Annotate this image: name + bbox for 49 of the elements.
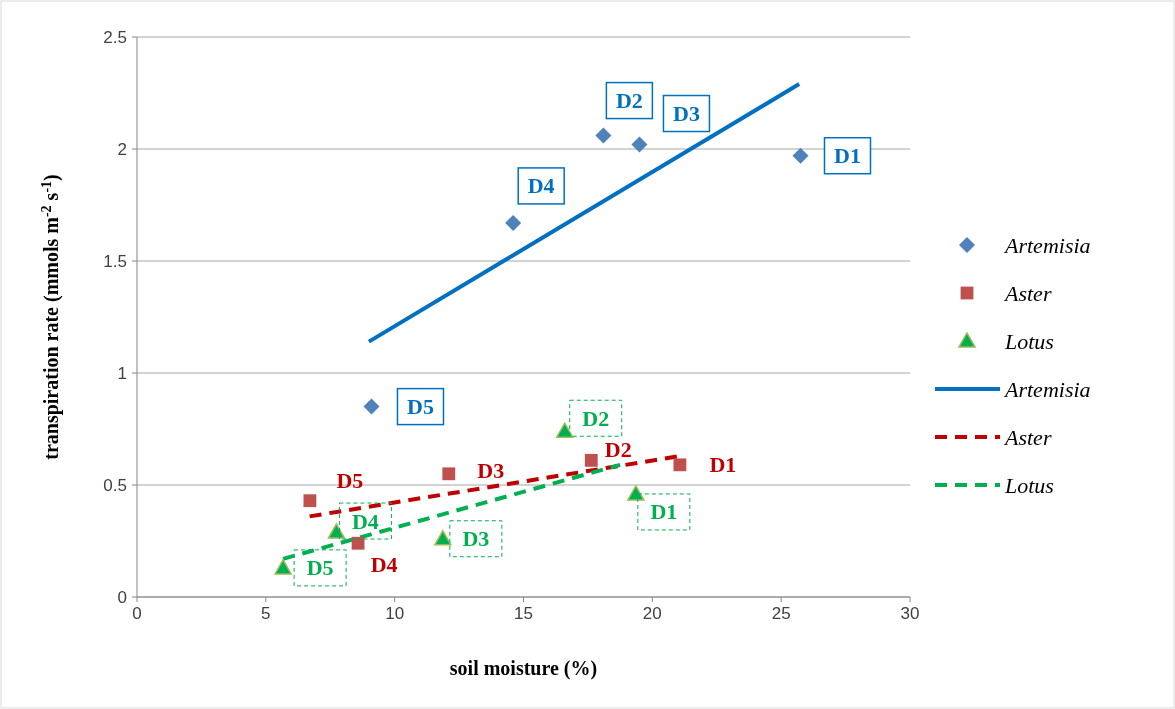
y-tick-label: 2 xyxy=(117,139,127,159)
legend-label: Artemisia xyxy=(1003,376,1091,402)
point xyxy=(584,453,598,467)
legend-label: Aster xyxy=(1003,424,1052,450)
data-label: D4 xyxy=(351,508,379,534)
point xyxy=(792,147,809,164)
data-label: D3 xyxy=(477,458,505,484)
data-label: D3 xyxy=(673,101,700,127)
x-axis-title: soil moisture (%) xyxy=(449,657,598,680)
point xyxy=(627,485,645,501)
x-tick-label: 20 xyxy=(642,604,662,623)
data-label: D2 xyxy=(615,88,643,114)
data-label: D5 xyxy=(306,555,334,581)
x-tick-label: 15 xyxy=(514,604,533,623)
x-tick-label: 25 xyxy=(771,604,791,623)
point xyxy=(505,214,522,231)
legend-label: Aster xyxy=(1003,280,1052,306)
legend-label: Lotus xyxy=(1004,472,1054,498)
legend-label: Lotus xyxy=(1004,328,1054,354)
point xyxy=(303,494,317,508)
x-tick-label: 5 xyxy=(261,604,271,623)
data-label: D3 xyxy=(462,526,490,552)
y-tick-label: 0.5 xyxy=(103,475,127,495)
x-tick-label: 10 xyxy=(385,604,405,623)
x-tick-label: 0 xyxy=(132,604,142,623)
x-tick-label: 30 xyxy=(900,604,920,623)
y-tick-label: 1.5 xyxy=(103,251,127,271)
data-label: D1 xyxy=(834,143,861,169)
point xyxy=(327,523,346,539)
point xyxy=(434,530,452,546)
point xyxy=(363,398,380,415)
data-label: D4 xyxy=(527,173,555,199)
point xyxy=(274,559,292,575)
point xyxy=(631,136,648,153)
data-label: D2 xyxy=(582,405,610,431)
point xyxy=(442,467,456,481)
y-tick-label: 0 xyxy=(117,587,127,607)
y-tick-label: 1 xyxy=(117,363,127,383)
legend-label: Artemisia xyxy=(1003,232,1091,258)
point xyxy=(555,422,574,438)
data-label: D1 xyxy=(709,452,737,478)
point xyxy=(595,127,612,144)
data-label: D5 xyxy=(407,394,434,420)
data-label: D1 xyxy=(650,499,678,525)
point xyxy=(673,458,687,472)
data-label: D4 xyxy=(370,551,398,577)
data-label: D5 xyxy=(336,468,364,494)
y-tick-label: 2.5 xyxy=(103,27,127,47)
data-label: D2 xyxy=(604,436,632,462)
